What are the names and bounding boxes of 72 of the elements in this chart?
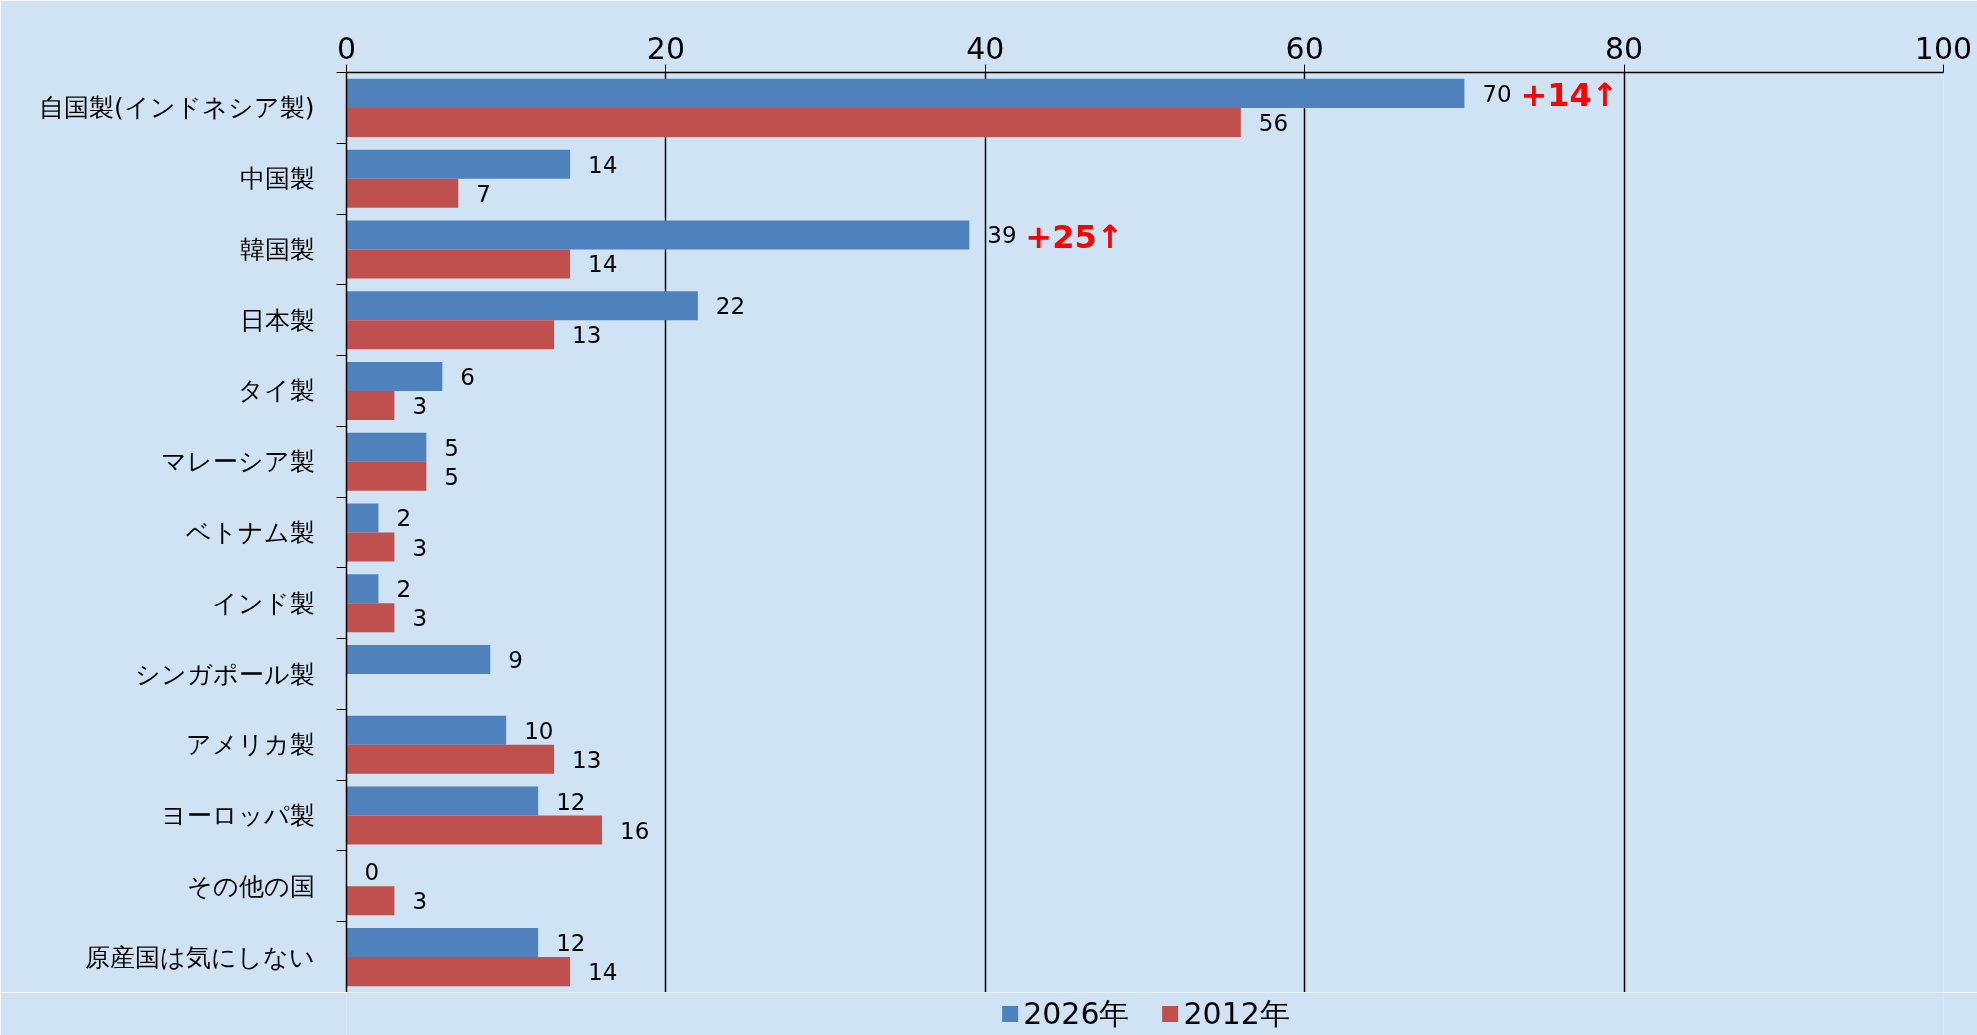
data-label: 9 xyxy=(508,647,523,674)
bar xyxy=(346,886,395,916)
data-label: 16 xyxy=(620,817,650,844)
bar xyxy=(346,957,571,987)
bar xyxy=(346,361,443,391)
bar xyxy=(346,461,427,491)
data-label: 5 xyxy=(444,434,459,461)
bar xyxy=(346,320,555,350)
bar xyxy=(346,249,571,279)
bar xyxy=(346,815,603,845)
legend-label: 2012年 xyxy=(1183,994,1290,1032)
y-tick-label: 韓国製 xyxy=(239,234,315,264)
x-tick-label: 100 xyxy=(1914,30,1973,66)
y-tick-label: タイ製 xyxy=(237,376,315,406)
bar xyxy=(346,928,539,958)
data-label: 3 xyxy=(412,605,428,632)
data-label: 22 xyxy=(715,293,746,320)
x-tick-label: 40 xyxy=(966,30,1005,66)
data-label: 3 xyxy=(412,888,428,915)
y-tick-label: マレーシア製 xyxy=(160,447,315,477)
annotation: +14↑ xyxy=(1520,76,1619,115)
data-label: 14 xyxy=(588,959,618,986)
y-tick-label: シンガポール製 xyxy=(134,659,315,689)
data-label: 5 xyxy=(444,463,459,490)
y-tick-label: ベトナム製 xyxy=(185,518,315,547)
data-label: 12 xyxy=(556,930,586,957)
bar xyxy=(346,532,395,562)
y-tick-label: 日本製 xyxy=(239,305,315,335)
data-label: 6 xyxy=(460,363,475,390)
bar xyxy=(346,574,379,604)
x-tick-label: 20 xyxy=(646,30,685,66)
data-label: 14 xyxy=(588,251,618,278)
bar xyxy=(346,107,1241,137)
data-label: 14 xyxy=(588,151,618,178)
data-label: 13 xyxy=(572,746,602,773)
data-label: 39 xyxy=(987,222,1017,249)
data-label: 3 xyxy=(412,534,428,561)
x-tick-label: 80 xyxy=(1605,30,1644,66)
y-tick-label: インド製 xyxy=(211,588,315,618)
bar xyxy=(346,603,395,633)
data-label: 13 xyxy=(572,322,602,349)
y-tick-label: 中国製 xyxy=(239,164,315,194)
y-tick-label: 自国製(インドネシア製) xyxy=(38,93,315,123)
bar xyxy=(346,786,539,816)
x-tick-label: 0 xyxy=(336,30,357,66)
data-label: 2 xyxy=(396,505,412,532)
data-label: 0 xyxy=(364,859,380,886)
x-tick-label: 60 xyxy=(1285,30,1324,66)
data-label: 7 xyxy=(476,180,491,207)
data-label: 12 xyxy=(556,788,586,815)
y-tick-label: ヨーロッパ製 xyxy=(160,801,315,831)
y-tick-label: その他の国 xyxy=(186,871,315,901)
bar xyxy=(346,715,507,745)
bar xyxy=(346,178,459,208)
bar xyxy=(346,432,427,462)
annotation: +25↑ xyxy=(1025,217,1124,256)
data-label: 3 xyxy=(412,392,428,419)
data-label: 56 xyxy=(1258,109,1289,136)
legend-label: 2026年 xyxy=(1023,994,1130,1032)
bar xyxy=(346,220,970,250)
data-label: 10 xyxy=(524,717,554,744)
y-tick-label: 原産国は気にしない xyxy=(84,942,315,972)
bar xyxy=(346,149,571,179)
bar xyxy=(346,78,1465,108)
bar xyxy=(346,744,555,774)
bar xyxy=(346,645,491,675)
bar xyxy=(346,291,698,321)
bar xyxy=(346,390,395,420)
data-label: 70 xyxy=(1482,80,1512,107)
data-label: 2 xyxy=(396,576,412,603)
bar xyxy=(346,503,379,533)
y-tick-label: アメリカ製 xyxy=(185,730,315,760)
